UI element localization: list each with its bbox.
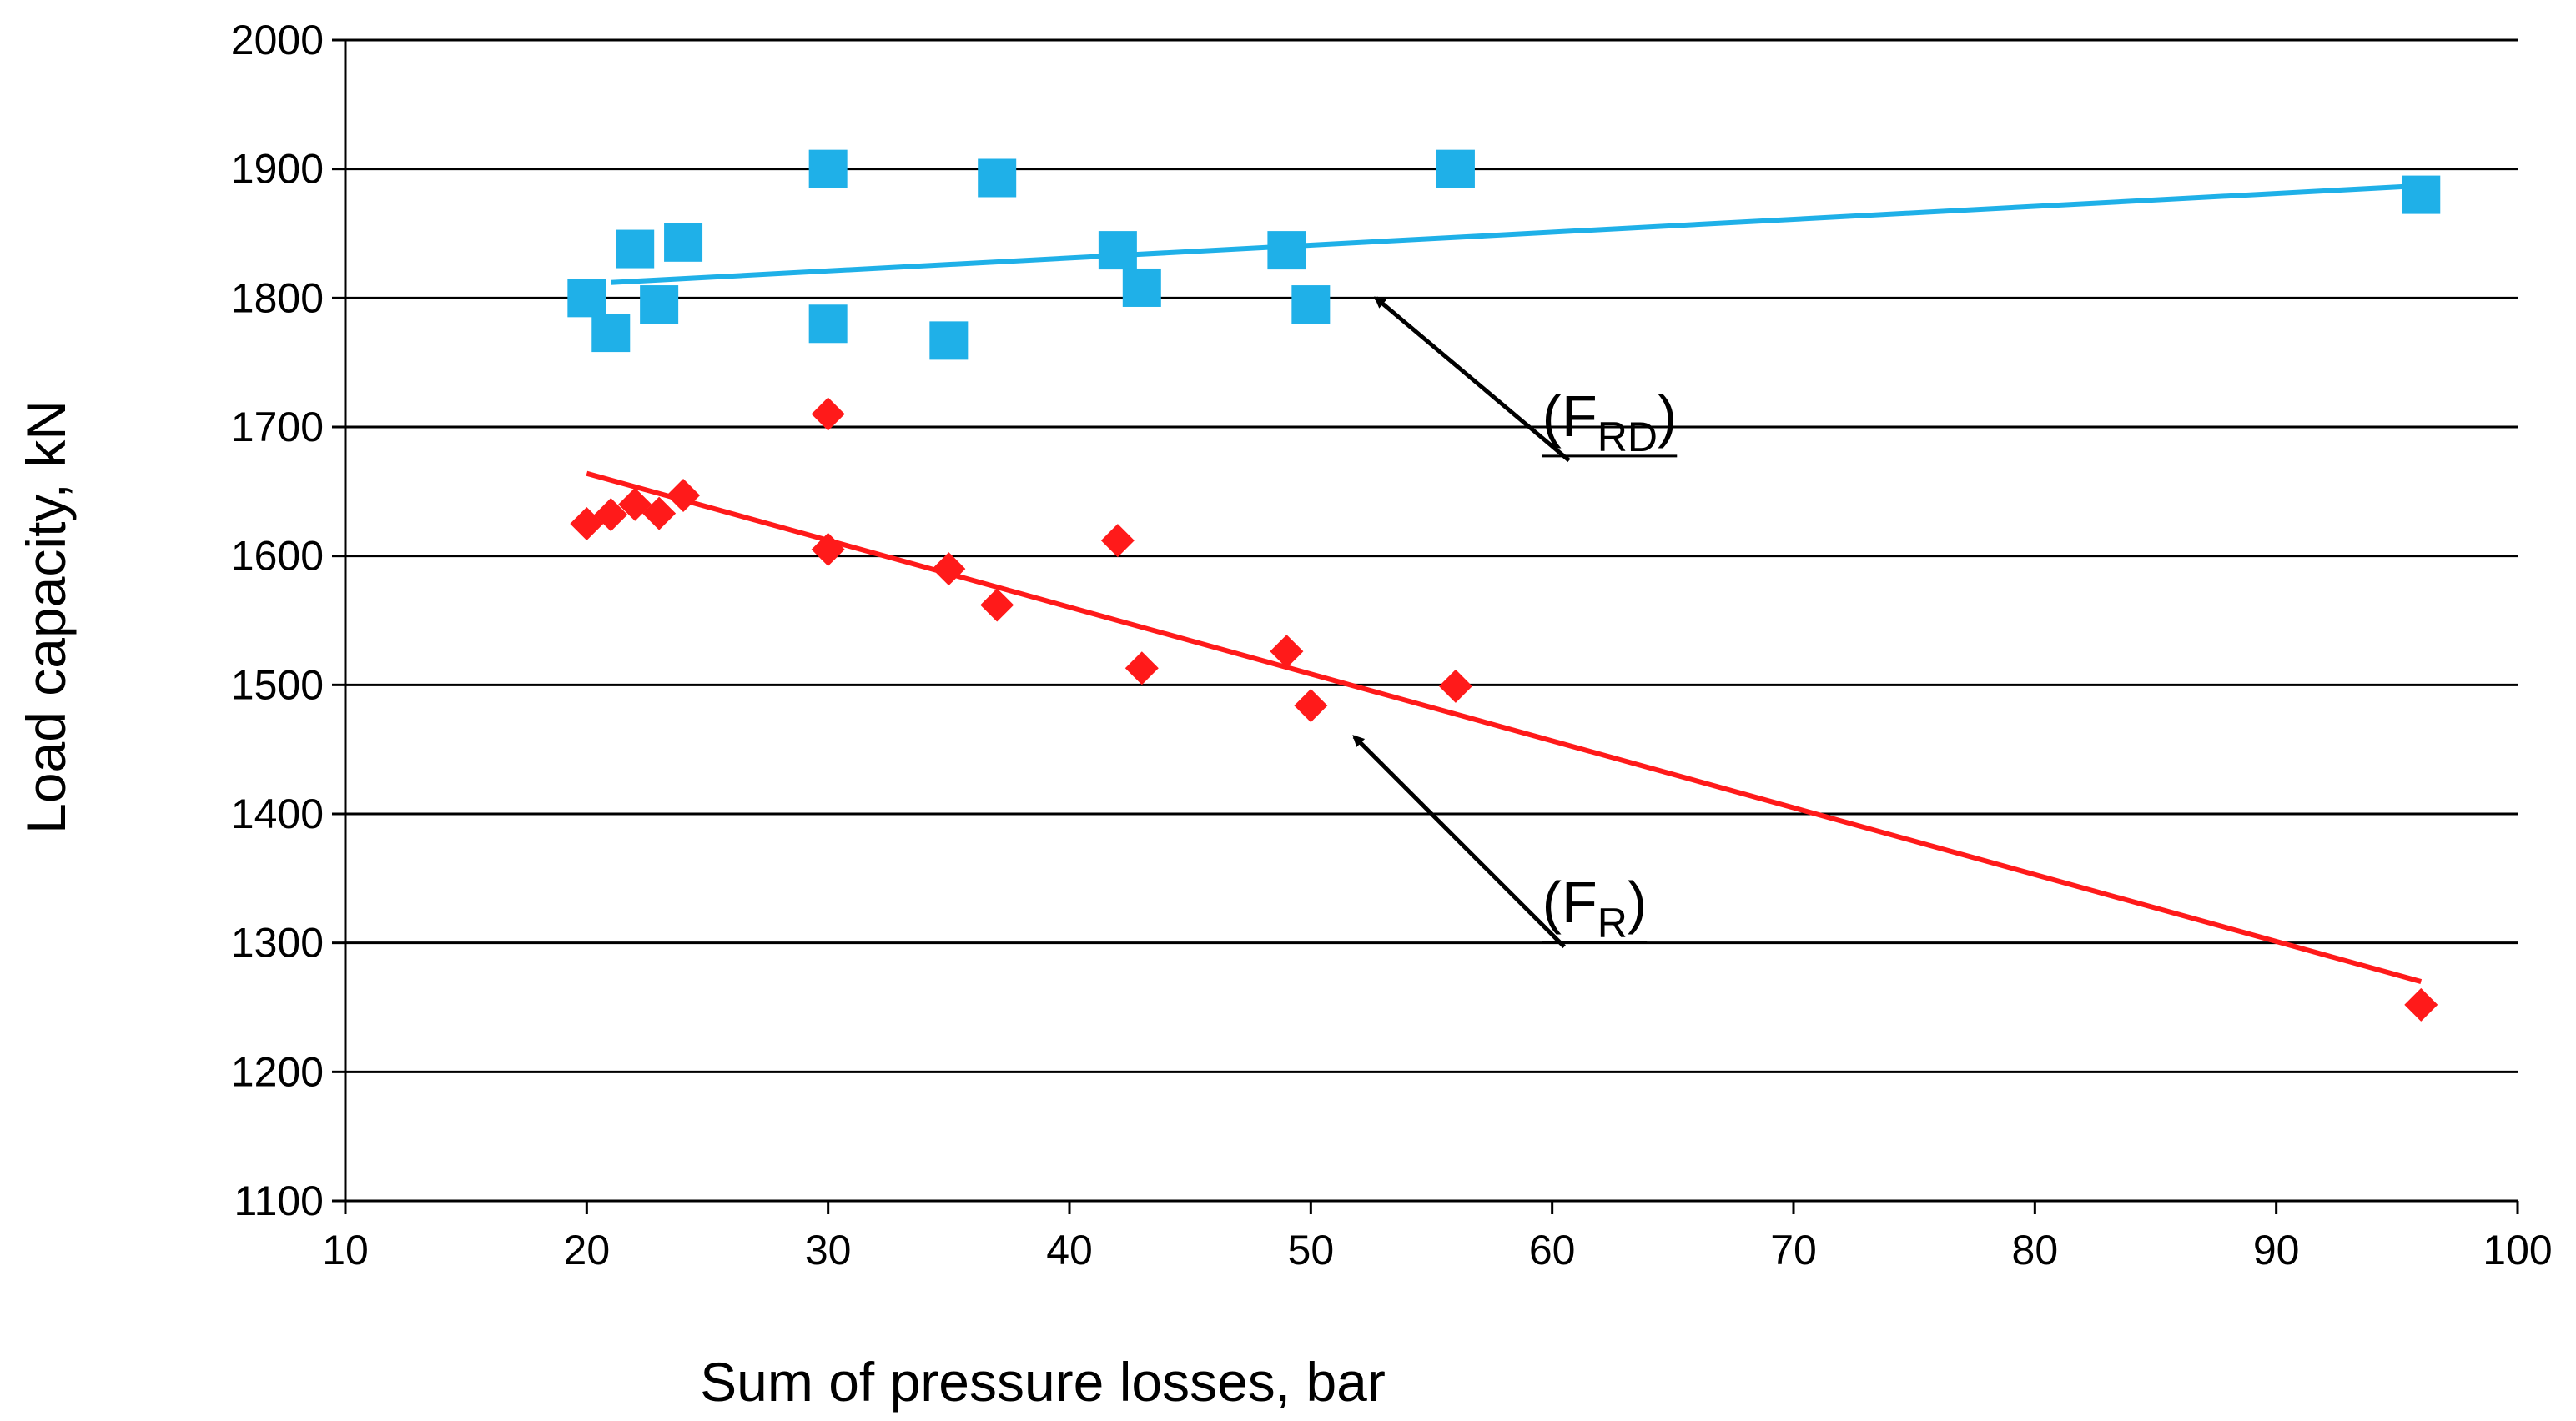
data-point-fr	[594, 498, 628, 532]
data-point-fr	[2404, 987, 2438, 1022]
x-tick-label: 90	[2253, 1227, 2300, 1273]
data-point-frd	[1436, 149, 1475, 188]
y-tick-label: 1500	[231, 661, 324, 708]
x-tick-label: 70	[1770, 1227, 1817, 1273]
data-point-frd	[591, 314, 631, 353]
trendline-layer	[586, 183, 2423, 984]
annotation-arrow	[1352, 735, 1566, 949]
trendline-frd	[611, 183, 2422, 285]
data-point-fr	[980, 588, 1014, 622]
x-tick-label: 40	[1046, 1227, 1093, 1273]
y-tick-label: 1100	[234, 1177, 324, 1224]
data-point-fr	[1124, 651, 1159, 685]
y-tick-label: 2000	[231, 17, 324, 63]
y-tick-label: 1600	[231, 533, 324, 580]
data-point-frd	[640, 285, 679, 324]
annotation-label-frd-label: (FRD)	[1542, 384, 1678, 460]
data-point-fr	[667, 478, 701, 512]
data-point-layer	[567, 149, 2441, 1022]
x-axis-title: Sum of pressure losses, bar	[700, 1351, 1386, 1413]
data-point-fr	[811, 532, 845, 566]
x-tick-label: 100	[2483, 1227, 2552, 1273]
data-point-frd	[808, 304, 848, 344]
data-point-frd	[1291, 285, 1331, 324]
data-point-frd	[616, 229, 655, 269]
y-tick-label: 1200	[231, 1048, 324, 1095]
data-point-frd	[567, 279, 606, 318]
annotation-label-fr-label: (FR)	[1542, 870, 1648, 946]
data-point-frd	[808, 149, 848, 188]
x-tick-label: 20	[564, 1227, 611, 1273]
data-point-frd	[1267, 231, 1306, 270]
data-point-fr	[642, 496, 677, 530]
data-point-fr	[1270, 635, 1304, 669]
annotation-arrow	[1374, 296, 1571, 463]
y-tick-label: 1400	[231, 791, 324, 837]
data-point-fr	[1438, 669, 1472, 703]
x-tick-label: 50	[1288, 1227, 1335, 1273]
data-point-frd	[664, 223, 703, 262]
grid-layer	[345, 38, 2518, 1073]
data-point-frd	[2402, 175, 2441, 214]
data-point-fr	[811, 397, 845, 431]
data-point-frd	[978, 158, 1017, 198]
axis-layer: 1100 1200 1300 1400 1500 1600 1700 1800 1900 2000…	[231, 17, 2553, 1273]
x-tick-label: 30	[805, 1227, 852, 1273]
y-tick-label: 1800	[231, 274, 324, 321]
y-tick-label: 1700	[231, 404, 324, 450]
data-point-fr	[1100, 524, 1135, 558]
annotation-layer: (FRD) (FR)	[1352, 296, 1678, 949]
x-tick-label: 10	[322, 1227, 369, 1273]
trendline-fr	[586, 470, 2423, 984]
data-point-frd	[1098, 231, 1137, 270]
data-point-fr	[1294, 689, 1328, 723]
data-point-frd	[1122, 268, 1161, 307]
data-point-frd	[929, 321, 969, 360]
x-tick-label: 60	[1529, 1227, 1576, 1273]
data-point-fr	[932, 552, 966, 586]
y-tick-label: 1300	[231, 920, 324, 967]
y-axis-title: Load capacity, kN	[15, 400, 77, 834]
x-tick-label: 80	[2012, 1227, 2059, 1273]
y-tick-label: 1900	[231, 146, 324, 193]
